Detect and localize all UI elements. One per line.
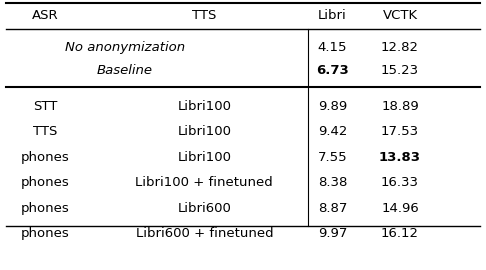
Text: 16.33: 16.33 — [381, 176, 419, 189]
Text: 9.97: 9.97 — [318, 227, 347, 240]
Text: ASR: ASR — [32, 9, 58, 22]
Text: 13.83: 13.83 — [379, 151, 421, 164]
Text: Libri600: Libri600 — [177, 202, 231, 215]
Text: STT: STT — [33, 100, 57, 113]
Text: Libri100: Libri100 — [177, 125, 231, 139]
Text: TTS: TTS — [33, 125, 57, 139]
Text: Libri100 + finetuned: Libri100 + finetuned — [136, 176, 273, 189]
Text: Baseline: Baseline — [97, 63, 153, 77]
Text: Libri100: Libri100 — [177, 151, 231, 164]
Text: 6.73: 6.73 — [316, 63, 349, 77]
Text: 16.12: 16.12 — [381, 227, 419, 240]
Text: 15.23: 15.23 — [381, 63, 419, 77]
Text: Libri100: Libri100 — [177, 100, 231, 113]
Text: 7.55: 7.55 — [317, 151, 347, 164]
Text: phones: phones — [20, 151, 69, 164]
Text: 8.38: 8.38 — [318, 176, 347, 189]
Text: 17.53: 17.53 — [381, 125, 419, 139]
Text: phones: phones — [20, 202, 69, 215]
Text: Libri600 + finetuned: Libri600 + finetuned — [136, 227, 273, 240]
Text: 9.42: 9.42 — [318, 125, 347, 139]
Text: No anonymization: No anonymization — [65, 41, 185, 54]
Text: 14.96: 14.96 — [381, 202, 419, 215]
Text: Libri: Libri — [318, 9, 347, 22]
Text: VCTK: VCTK — [382, 9, 417, 22]
Text: 8.87: 8.87 — [318, 202, 347, 215]
Text: 4.15: 4.15 — [318, 41, 347, 54]
Text: phones: phones — [20, 176, 69, 189]
Text: 18.89: 18.89 — [381, 100, 419, 113]
Text: phones: phones — [20, 227, 69, 240]
Text: TTS: TTS — [192, 9, 217, 22]
Text: 9.89: 9.89 — [318, 100, 347, 113]
Text: 12.82: 12.82 — [381, 41, 419, 54]
